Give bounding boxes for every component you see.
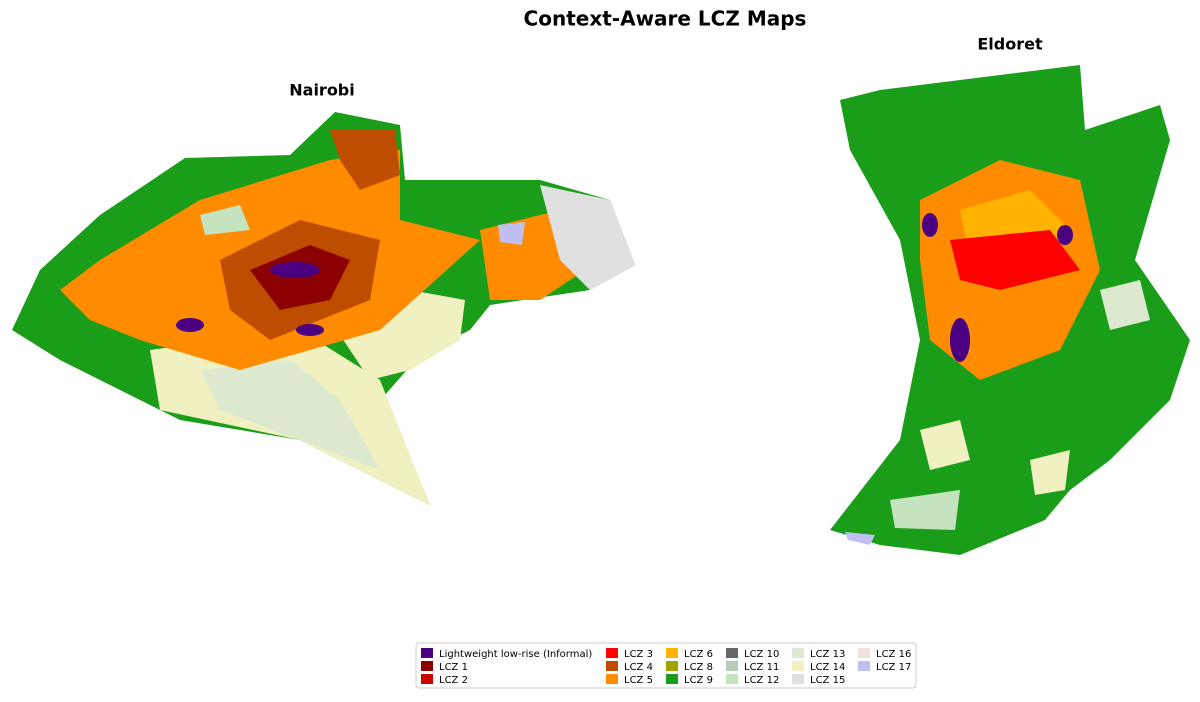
map-title: Nairobi [289,81,355,100]
map-region [890,490,960,530]
legend-swatch [858,661,870,671]
legend-swatch [421,648,433,658]
map-region [176,318,204,332]
legend-swatch [792,674,804,684]
legend-swatch [666,674,678,684]
map-region [296,324,324,336]
map-region [920,420,970,470]
legend-swatch [726,661,738,671]
nairobi-map [12,112,635,505]
legend-label: LCZ 14 [810,662,845,673]
legend: Lightweight low-rise (Informal) LCZ 1 LCZ … [421,648,911,686]
map-region [200,205,250,235]
map-region [1057,225,1073,245]
legend-swatch [726,648,738,658]
map-region [200,360,380,470]
map-region [330,130,400,190]
eldoret-map [830,65,1190,555]
legend-swatch [792,648,804,658]
legend-label: LCZ 5 [624,675,653,686]
legend-label: LCZ 3 [624,649,653,660]
map-region [1100,280,1150,330]
map-region [950,318,970,362]
legend-swatch [421,674,433,684]
map-region [845,532,875,545]
map-region [540,185,635,290]
legend-label: LCZ 17 [876,662,911,673]
legend-label: LCZ 10 [744,649,779,660]
legend-swatch [606,648,618,658]
legend-label: LCZ 12 [744,675,779,686]
legend-label: Lightweight low-rise (Informal) [439,649,592,660]
legend-label: LCZ 16 [876,649,911,660]
legend-label: LCZ 13 [810,649,845,660]
legend-swatch [858,648,870,658]
legend-swatch [666,648,678,658]
legend-swatch [606,661,618,671]
legend-swatch [421,661,433,671]
legend-swatch [792,661,804,671]
legend-label: LCZ 2 [439,675,468,686]
map-title: Eldoret [977,35,1043,54]
legend-label: LCZ 11 [744,662,779,673]
map-region [1030,450,1070,495]
figure-title: Context-Aware LCZ Maps [524,7,807,31]
legend-label: LCZ 9 [684,675,713,686]
legend-label: LCZ 15 [810,675,845,686]
map-region [922,213,938,237]
map-region [498,222,525,245]
map-region [950,230,1080,290]
legend-label: LCZ 6 [684,649,713,660]
legend-swatch [726,674,738,684]
legend-swatch [606,674,618,684]
legend-label: LCZ 1 [439,662,468,673]
map-region [270,262,320,278]
legend-label: LCZ 4 [624,662,653,673]
legend-label: LCZ 8 [684,662,713,673]
legend-swatch [666,661,678,671]
